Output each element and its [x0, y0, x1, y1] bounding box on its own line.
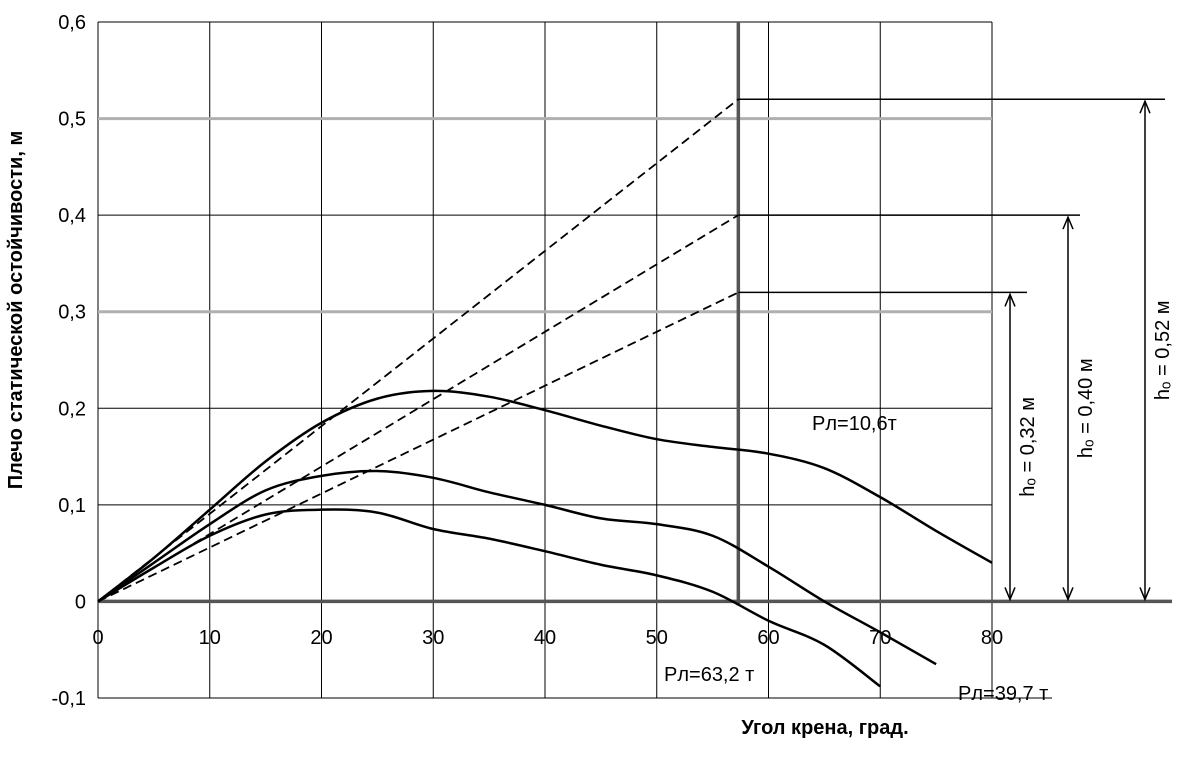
- stability-curve-2: [97, 469, 937, 666]
- grid-lines: [97, 21, 993, 699]
- stability-curve-3: [97, 508, 881, 688]
- h0-dimension-label: hₒ = 0,32 м: [1017, 397, 1039, 497]
- series-label-pl-63-2: Рл=63,2 т: [664, 664, 754, 686]
- series-label-pl-39-7: Рл=39,7 т: [958, 683, 1048, 705]
- y-tick-label: 0,3: [58, 302, 86, 324]
- y-tick-label: 0: [75, 591, 86, 613]
- y-axis-title: Плечо статической остойчивости, м: [5, 131, 27, 490]
- tangent-dashed-line: [97, 214, 739, 603]
- x-tick-label: 60: [757, 627, 779, 649]
- y-tick-label: -0,1: [52, 688, 86, 710]
- tangent-dashed-line: [97, 98, 739, 603]
- x-tick-label: 20: [310, 627, 332, 649]
- stability-curve-1: [97, 389, 993, 603]
- arrowhead-top: [1004, 292, 1016, 307]
- tangent-dashed-line: [97, 291, 739, 603]
- x-tick-label: 0: [92, 627, 103, 649]
- reference-lines: [98, 22, 1172, 699]
- dimension-arrows: hₒ = 0,52 м hₒ = 0,40 м hₒ = 0,32 м: [1004, 99, 1174, 602]
- x-axis-title: Угол крена, град.: [741, 717, 908, 739]
- x-tick-label: 70: [869, 627, 891, 649]
- arrowhead-top: [1062, 215, 1074, 230]
- tick-labels: 0 10 20 30 40 50 60 70 80 -0,1 0 0,1 0,2 0,3 0,4 0,5 0,6: [52, 12, 1004, 710]
- y-tick-label: 0,1: [58, 495, 86, 517]
- y-tick-label: 0,6: [58, 12, 86, 34]
- y-tick-label: 0,5: [58, 109, 86, 131]
- y-tick-label: 0,2: [58, 398, 86, 420]
- x-tick-label: 80: [981, 627, 1003, 649]
- h0-dimension-label: hₒ = 0,52 м: [1152, 300, 1174, 400]
- arrowhead-bottom: [1062, 587, 1074, 602]
- x-tick-label: 30: [422, 627, 444, 649]
- arrowhead-bottom: [1139, 587, 1151, 602]
- x-tick-label: 40: [534, 627, 556, 649]
- x-tick-label: 50: [646, 627, 668, 649]
- arrowhead-bottom: [1004, 587, 1016, 602]
- arrowhead-top: [1139, 99, 1151, 114]
- series-label-pl-10-6: Рл=10,6т: [812, 413, 897, 435]
- x-tick-label: 10: [199, 627, 221, 649]
- y-tick-label: 0,4: [58, 205, 86, 227]
- h0-dimension-label: hₒ = 0,40 м: [1075, 358, 1097, 458]
- tangent-lines: [97, 98, 1165, 603]
- stability-curves: [97, 389, 993, 688]
